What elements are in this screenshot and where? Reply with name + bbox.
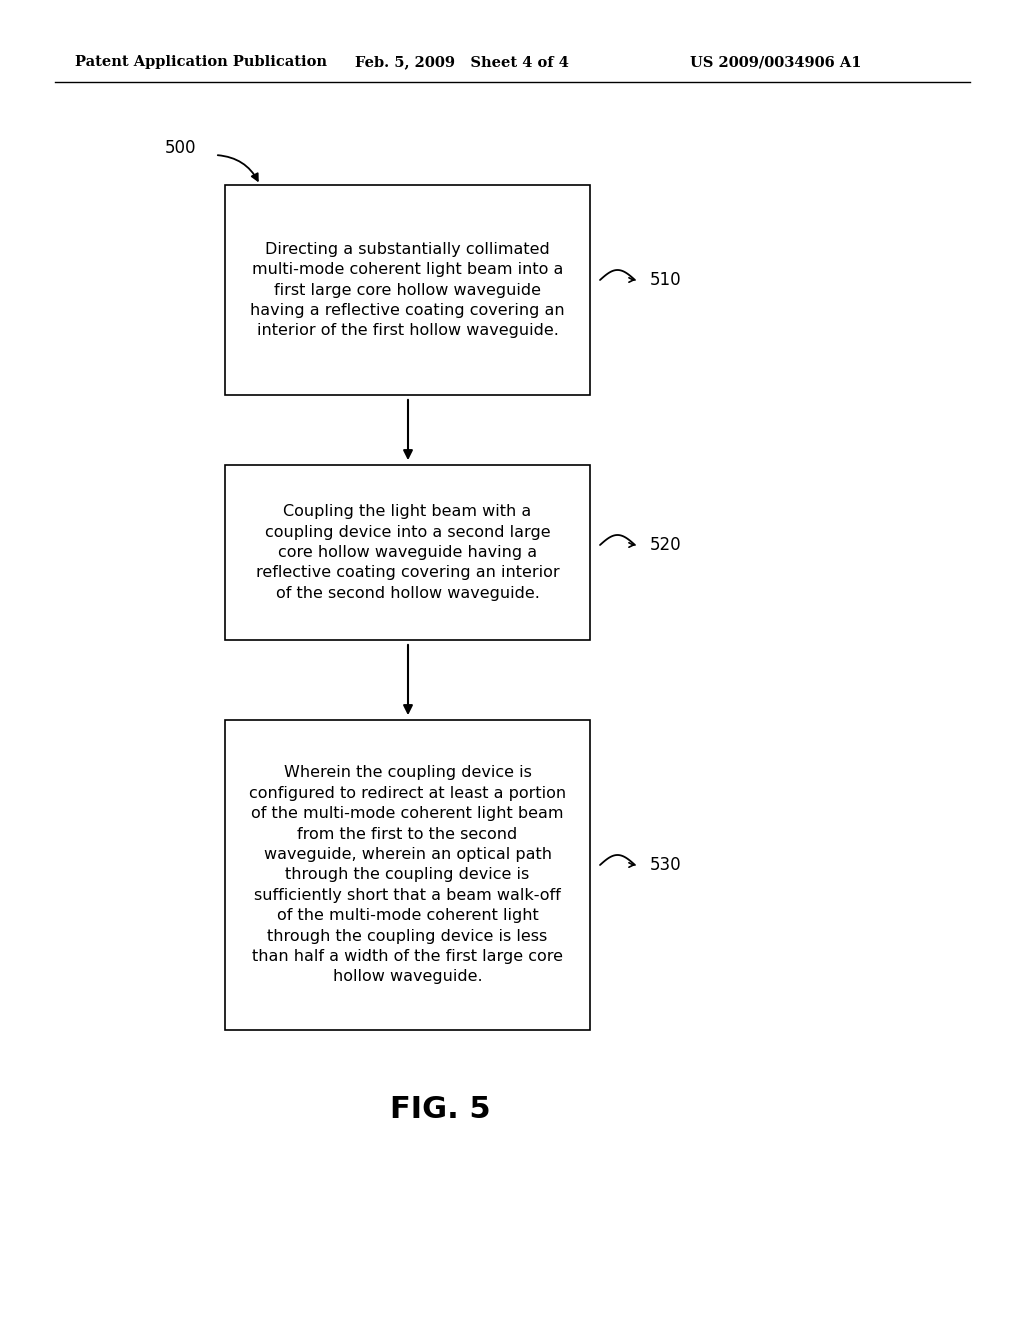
Bar xyxy=(225,719,590,1030)
Text: Feb. 5, 2009   Sheet 4 of 4: Feb. 5, 2009 Sheet 4 of 4 xyxy=(355,55,569,69)
Text: 530: 530 xyxy=(650,855,682,874)
Text: Coupling the light beam with a
coupling device into a second large
core hollow w: Coupling the light beam with a coupling … xyxy=(256,504,559,601)
Text: FIG. 5: FIG. 5 xyxy=(390,1096,490,1125)
Bar xyxy=(225,185,590,395)
Text: Patent Application Publication: Patent Application Publication xyxy=(75,55,327,69)
Text: 510: 510 xyxy=(650,271,682,289)
Text: US 2009/0034906 A1: US 2009/0034906 A1 xyxy=(690,55,861,69)
Bar xyxy=(225,465,590,640)
Text: Directing a substantially collimated
multi-mode coherent light beam into a
first: Directing a substantially collimated mul… xyxy=(250,242,565,338)
Text: 520: 520 xyxy=(650,536,682,554)
Text: 500: 500 xyxy=(165,139,197,157)
Text: Wherein the coupling device is
configured to redirect at least a portion
of the : Wherein the coupling device is configure… xyxy=(249,766,566,985)
